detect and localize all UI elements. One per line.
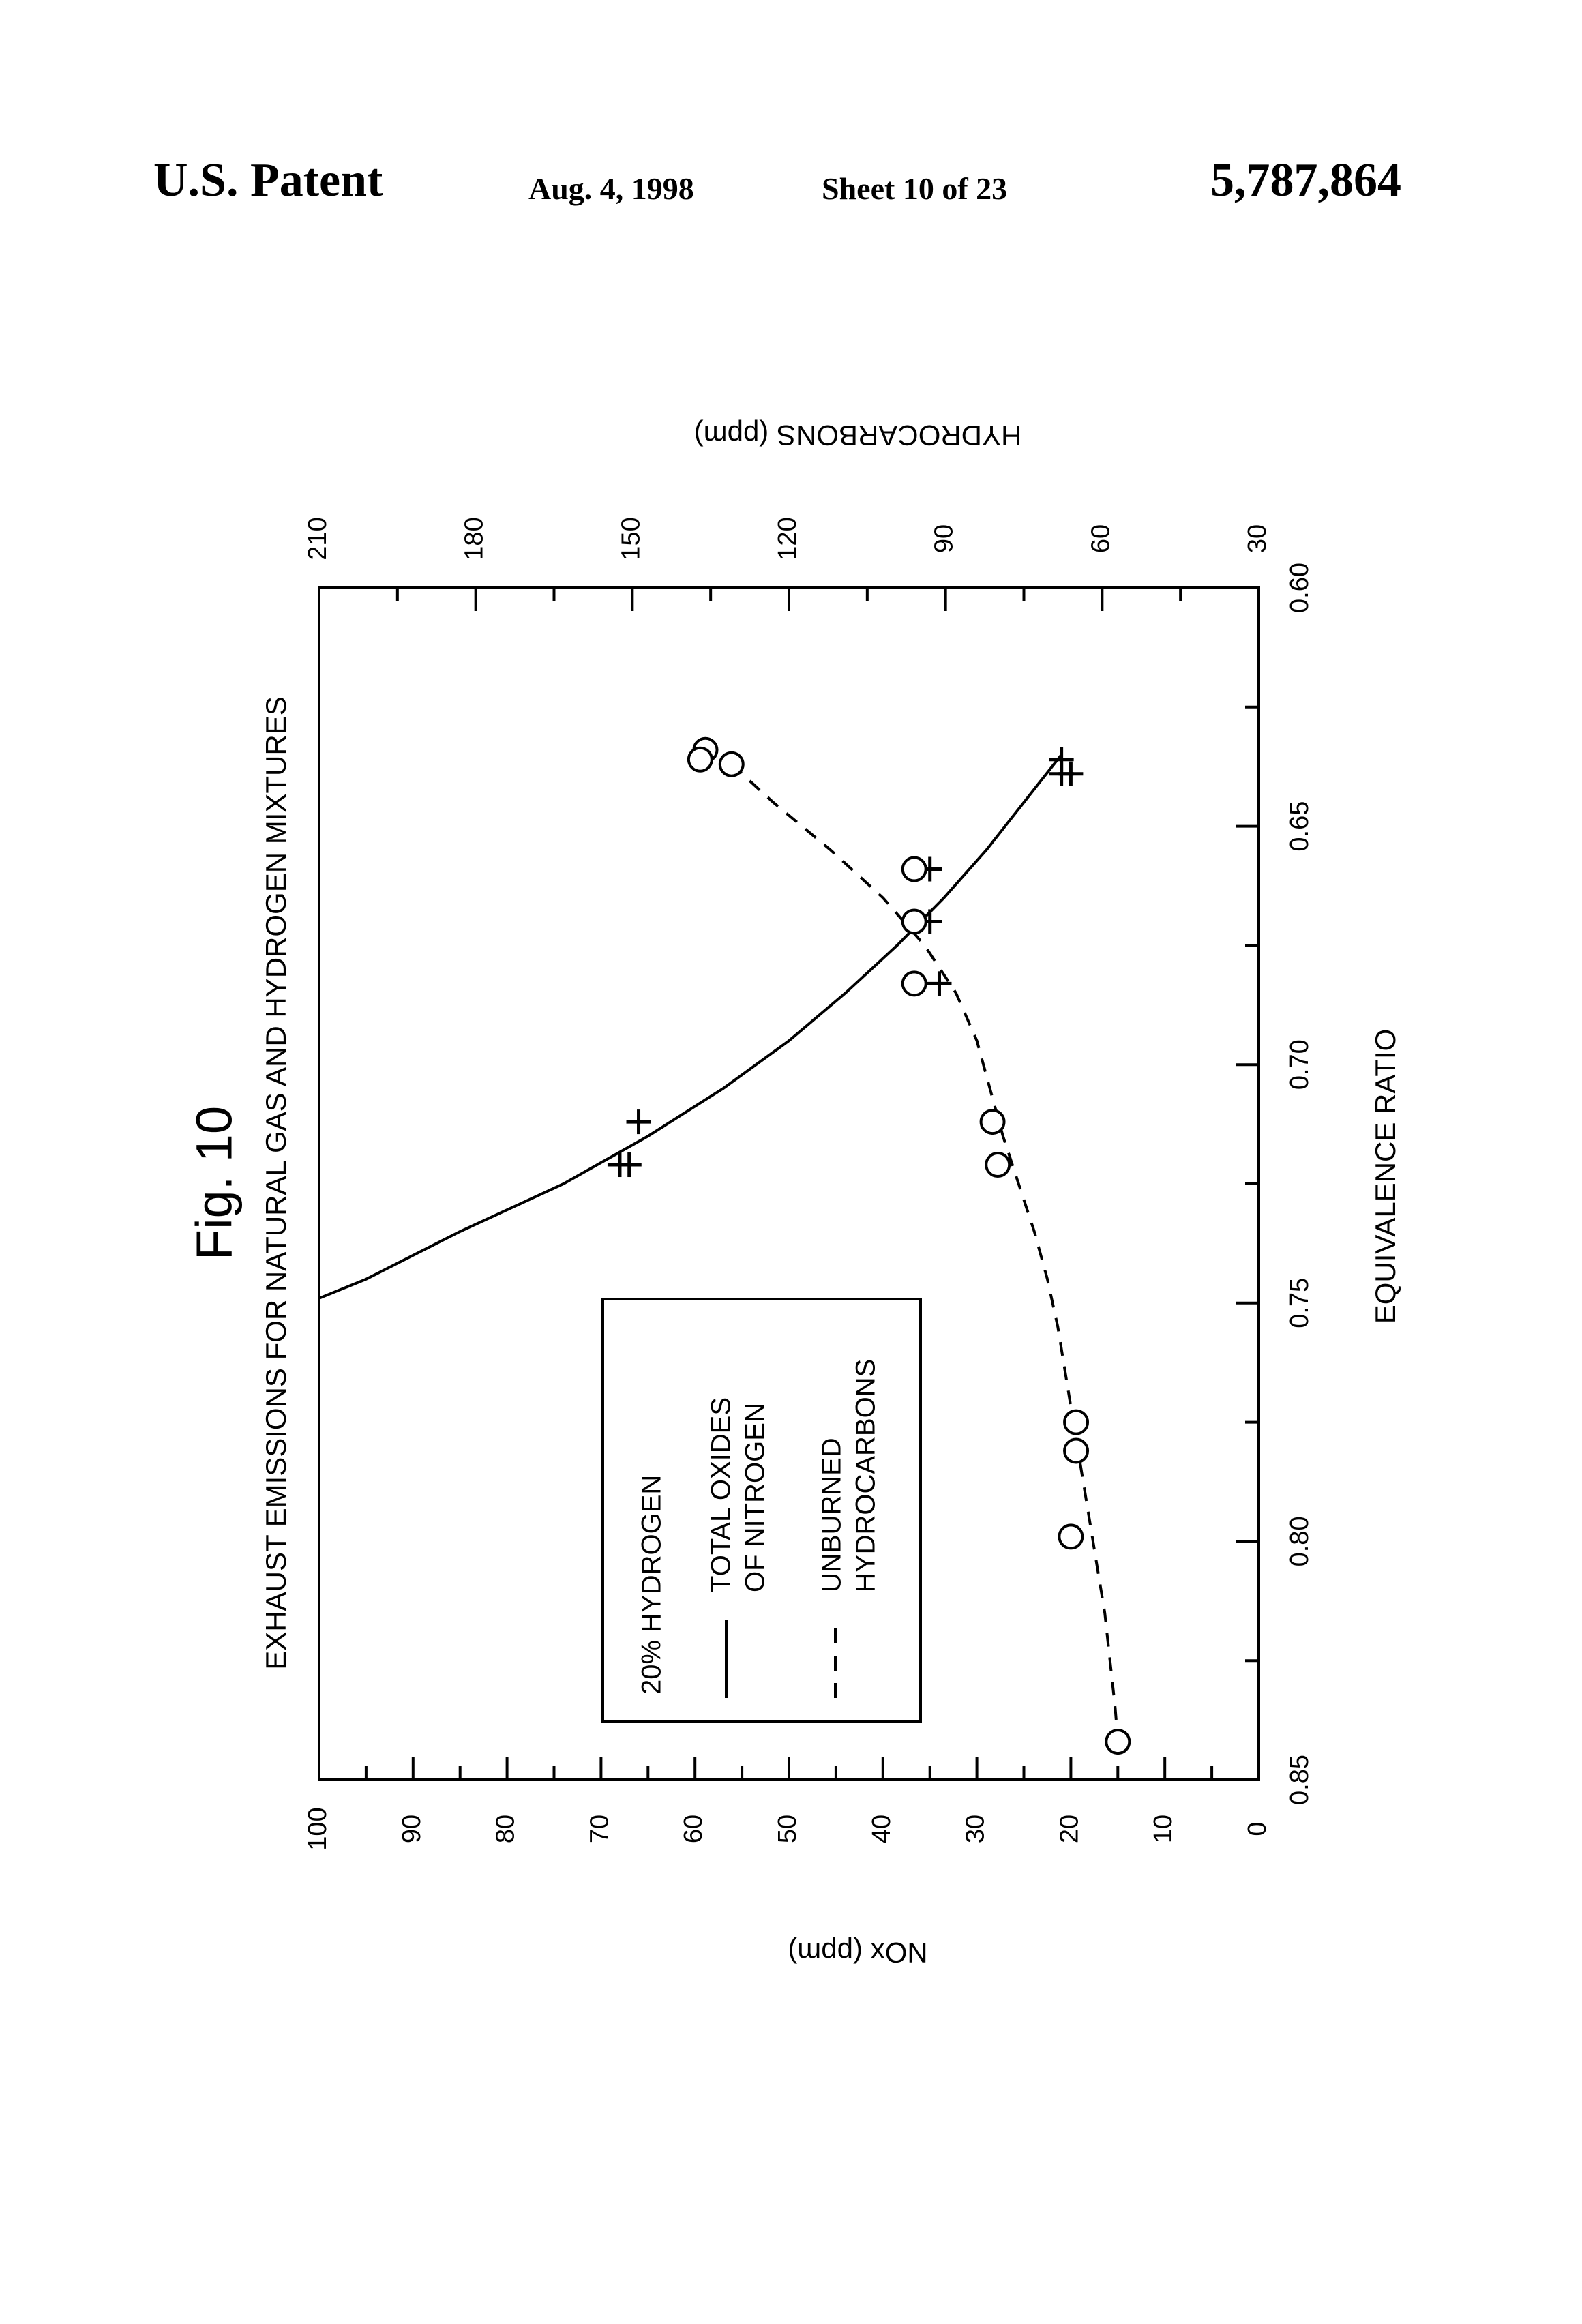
- marker-hydrocarbons: [903, 858, 926, 881]
- legend-label-nox-1: TOTAL OXIDES: [706, 1397, 736, 1592]
- legend: 20% HYDROGEN TOTAL OXIDES OF NITROGEN UN…: [603, 1299, 921, 1722]
- y-tick-label: 60: [679, 1815, 708, 1843]
- legend-label-nox-2: OF NITROGEN: [741, 1403, 771, 1592]
- y-tick-label: 30: [961, 1815, 990, 1843]
- legend-title: 20% HYDROGEN: [637, 1475, 667, 1695]
- y2-tick-label: 120: [773, 517, 802, 560]
- y2-tick-label: 60: [1086, 524, 1115, 553]
- marker-hydrocarbons: [903, 972, 926, 995]
- y2-tick-label: 180: [460, 517, 489, 560]
- y-axis-title: NOx (ppm): [788, 1937, 927, 1969]
- marker-hydrocarbons: [1064, 1411, 1088, 1434]
- y-tick-label: 90: [398, 1815, 426, 1843]
- marker-hydrocarbons: [1106, 1730, 1129, 1753]
- legend-label-hc-2: HYDROCARBONS: [851, 1359, 881, 1592]
- y2-tick-label: 30: [1243, 524, 1272, 553]
- marker-hydrocarbons: [689, 748, 712, 771]
- y-tick-label: 0: [1243, 1821, 1272, 1836]
- y2-tick-label: 150: [616, 517, 645, 560]
- y-tick-label: 100: [303, 1807, 332, 1850]
- x-tick-label: 0.60: [1285, 563, 1314, 613]
- marker-hydrocarbons: [1059, 1525, 1082, 1548]
- marker-hydrocarbons: [981, 1110, 1004, 1133]
- marker-nox: [627, 1109, 651, 1134]
- marker-hydrocarbons: [903, 910, 926, 933]
- curve-nox: [319, 755, 1062, 1298]
- y2-tick-label: 210: [303, 517, 332, 560]
- x-tick-label: 0.80: [1285, 1516, 1314, 1566]
- y-tick-label: 10: [1149, 1815, 1178, 1843]
- y2-axis-title: HYDROCARBONS (ppm): [694, 419, 1022, 451]
- y-tick-label: 20: [1055, 1815, 1084, 1843]
- legend-label-hc-1: UNBURNED: [817, 1437, 847, 1592]
- x-tick-label: 0.85: [1285, 1755, 1314, 1805]
- chart-title: EXHAUST EMISSIONS FOR NATURAL GAS AND HY…: [260, 696, 292, 1669]
- y2-tick-label: 90: [930, 524, 959, 553]
- marker-hydrocarbons: [720, 753, 743, 776]
- marker-hydrocarbons: [1064, 1440, 1088, 1463]
- marker-hydrocarbons: [986, 1153, 1009, 1176]
- y-tick-label: 50: [773, 1815, 802, 1843]
- figure-label: Fig. 10: [186, 1106, 243, 1260]
- y-tick-label: 70: [585, 1815, 614, 1843]
- y-tick-label: 40: [867, 1815, 896, 1843]
- x-axis-title: EQUIVALENCE RATIO: [1369, 1029, 1401, 1324]
- x-tick-label: 0.65: [1285, 801, 1314, 852]
- y-tick-label: 80: [492, 1815, 520, 1843]
- marker-nox: [927, 971, 951, 996]
- x-tick-label: 0.70: [1285, 1039, 1314, 1090]
- x-tick-label: 0.75: [1285, 1278, 1314, 1328]
